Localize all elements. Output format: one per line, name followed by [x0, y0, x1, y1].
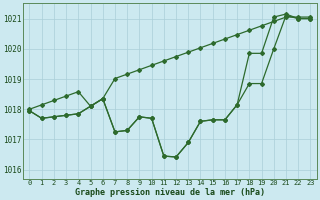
X-axis label: Graphe pression niveau de la mer (hPa): Graphe pression niveau de la mer (hPa) [75, 188, 265, 197]
